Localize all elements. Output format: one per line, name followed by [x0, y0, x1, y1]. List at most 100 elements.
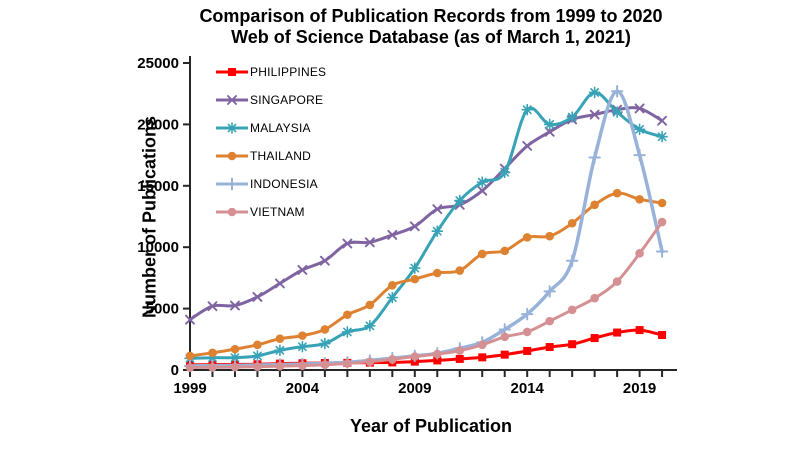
- marker-circle: [545, 316, 554, 326]
- marker-x: [230, 300, 240, 311]
- legend-sample-philippines: [216, 68, 248, 76]
- marker-plus: [225, 177, 239, 191]
- marker-circle: [275, 334, 285, 343]
- marker-circle: [500, 246, 510, 256]
- marker-circle: [455, 266, 465, 275]
- marker-circle: [365, 300, 375, 310]
- marker-circle: [343, 310, 352, 320]
- marker-circle: [230, 362, 240, 372]
- series-thailand: [185, 188, 667, 361]
- marker-circle: [455, 346, 465, 355]
- series-line-malaysia: [188, 91, 664, 360]
- marker-circle: [432, 349, 442, 359]
- legend-label-vietnam: VIETNAM: [250, 205, 305, 219]
- y-tick-label: 5000: [146, 301, 179, 318]
- marker-circle: [410, 274, 420, 284]
- marker-circle: [275, 361, 285, 371]
- marker-circle: [185, 363, 195, 372]
- legend-label-malaysia: MALAYSIA: [250, 121, 311, 135]
- marker-plus: [610, 85, 624, 98]
- series-singapore: [185, 103, 668, 325]
- series-line-singapore: [188, 106, 664, 322]
- marker-circle: [320, 325, 330, 334]
- marker-square: [590, 334, 599, 343]
- marker-circle: [227, 151, 237, 161]
- marker-asterisk: [319, 337, 331, 350]
- marker-circle: [522, 327, 532, 337]
- marker-circle: [227, 207, 237, 217]
- y-tick-label: 20000: [137, 116, 179, 133]
- legend-label-thailand: THAILAND: [250, 149, 311, 163]
- marker-x: [227, 95, 237, 105]
- series-vietnam: [185, 217, 667, 372]
- marker-circle: [388, 355, 397, 364]
- marker-square: [568, 340, 577, 349]
- marker-x: [387, 229, 398, 240]
- marker-asterisk: [566, 111, 578, 123]
- marker-circle: [365, 357, 375, 366]
- marker-x: [207, 301, 218, 312]
- marker-asterisk: [476, 176, 489, 188]
- marker-circle: [477, 340, 487, 350]
- marker-x: [185, 314, 195, 325]
- marker-x: [252, 291, 263, 302]
- marker-asterisk: [341, 326, 354, 338]
- marker-asterisk: [251, 350, 264, 362]
- legend-label-singapore: SINGAPORE: [250, 93, 324, 107]
- marker-circle: [253, 340, 262, 350]
- marker-x: [477, 185, 488, 196]
- x-tick-label: 2014: [511, 380, 545, 397]
- legend-item-vietnam: VIETNAM: [215, 198, 326, 226]
- marker-circle: [500, 332, 510, 342]
- marker-circle: [567, 305, 577, 315]
- marker-asterisk: [226, 122, 238, 134]
- marker-plus: [521, 307, 534, 321]
- marker-asterisk: [588, 86, 601, 99]
- marker-circle: [230, 344, 240, 354]
- marker-asterisk: [364, 319, 376, 332]
- marker-x: [589, 109, 600, 120]
- marker-circle: [388, 280, 397, 290]
- marker-asterisk: [521, 103, 533, 116]
- marker-square: [228, 68, 236, 76]
- series-malaysia: [184, 86, 668, 365]
- marker-asterisk: [409, 262, 421, 274]
- marker-circle: [320, 360, 330, 370]
- x-axis-title: Year of Publication: [349, 416, 513, 436]
- marker-circle: [590, 293, 599, 303]
- marker-circle: [567, 218, 577, 228]
- marker-circle: [657, 198, 667, 208]
- marker-circle: [410, 352, 420, 361]
- legend-sample-indonesia: [216, 177, 248, 191]
- marker-plus: [655, 245, 669, 258]
- marker-x: [657, 115, 668, 126]
- marker-circle: [343, 359, 352, 368]
- marker-circle: [432, 268, 442, 278]
- marker-x: [522, 140, 533, 151]
- marker-circle: [545, 231, 554, 241]
- marker-square: [658, 331, 667, 340]
- marker-square: [523, 346, 532, 355]
- chart-title: Comparison of Publication Records from 1…: [131, 6, 731, 48]
- marker-circle: [657, 217, 667, 227]
- marker-square: [545, 343, 554, 352]
- marker-square: [500, 350, 509, 359]
- legend-sample-singapore: [216, 95, 248, 105]
- marker-square: [635, 326, 644, 335]
- marker-x: [409, 221, 420, 232]
- series-line-vietnam: [188, 220, 664, 370]
- legend-sample-malaysia: [216, 122, 248, 134]
- marker-circle: [208, 362, 217, 372]
- marker-asterisk: [633, 123, 646, 136]
- marker-square: [455, 354, 464, 363]
- y-tick-label: 25000: [137, 55, 179, 72]
- marker-asterisk: [498, 166, 511, 179]
- y-tick-label: 15000: [137, 178, 179, 195]
- y-tick-label: 10000: [137, 239, 179, 256]
- marker-asterisk: [229, 351, 241, 364]
- chart-title-line1: Comparison of Publication Records from 1…: [199, 6, 663, 26]
- legend-sample-thailand: [216, 151, 248, 161]
- marker-circle: [477, 249, 487, 259]
- marker-x: [432, 204, 443, 215]
